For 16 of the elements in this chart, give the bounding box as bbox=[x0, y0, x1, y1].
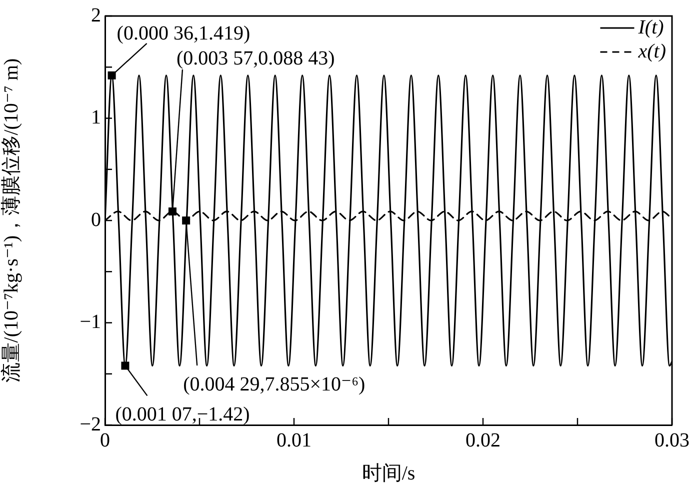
y-tick-label: −1 bbox=[80, 311, 101, 333]
annotation: (0.004 29,7.855×10⁻⁶) bbox=[183, 374, 366, 396]
y-tick-label: 1 bbox=[91, 106, 101, 128]
y-axis-title: 流量/(10⁻⁷kg·s⁻¹)，薄膜位移/(10⁻⁷ m) bbox=[0, 58, 22, 383]
legend-label: I(t) bbox=[637, 16, 664, 38]
y-tick-label: −2 bbox=[80, 413, 101, 436]
y-tick-label: 2 bbox=[91, 4, 101, 26]
legend-label: x(t) bbox=[637, 40, 666, 62]
y-tick-label: 0 bbox=[91, 208, 101, 231]
x-tick-label: 0.01 bbox=[276, 429, 312, 452]
annotation: (0.003 57,0.088 43) bbox=[176, 47, 335, 70]
x-tick-label: 0.03 bbox=[654, 429, 690, 452]
annotation: (0.001 07,−1.42) bbox=[115, 404, 250, 426]
x-tick-label: 0.02 bbox=[466, 429, 500, 452]
x-axis-title: 时间/s bbox=[362, 462, 416, 484]
annotation: (0.000 36,1.419) bbox=[116, 22, 250, 44]
